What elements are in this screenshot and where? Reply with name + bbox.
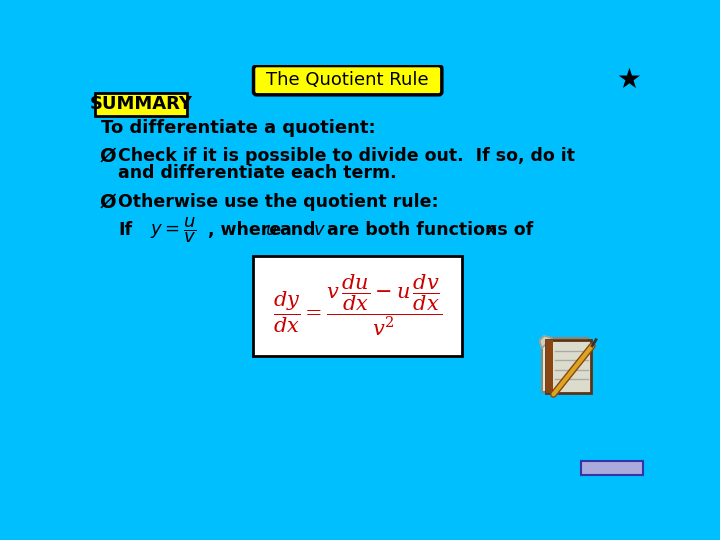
Polygon shape xyxy=(539,336,552,348)
FancyBboxPatch shape xyxy=(253,65,442,95)
Text: and differentiate each term.: and differentiate each term. xyxy=(118,164,397,181)
FancyBboxPatch shape xyxy=(542,338,588,392)
FancyBboxPatch shape xyxy=(94,92,187,116)
Bar xyxy=(253,256,462,356)
Text: To differentiate a quotient:: To differentiate a quotient: xyxy=(101,119,375,137)
Text: are both functions of: are both functions of xyxy=(327,221,534,239)
Text: If: If xyxy=(118,221,132,239)
Text: $\dfrac{dy}{dx} = \dfrac{v\,\dfrac{du}{dx} - u\,\dfrac{dv}{dx}}{v^2}$: $\dfrac{dy}{dx} = \dfrac{v\,\dfrac{du}{d… xyxy=(273,273,442,339)
Bar xyxy=(581,461,644,475)
Text: , where: , where xyxy=(208,221,281,239)
Text: ►: ► xyxy=(608,463,617,476)
Bar xyxy=(546,340,554,393)
Text: ◄: ◄ xyxy=(590,463,600,476)
Text: and: and xyxy=(279,221,315,239)
Text: $v$: $v$ xyxy=(313,221,326,239)
Text: $u$: $u$ xyxy=(265,221,278,239)
Text: SUMMARY: SUMMARY xyxy=(89,95,192,113)
Text: Ø: Ø xyxy=(99,146,116,165)
Text: $x$: $x$ xyxy=(485,221,498,239)
Text: The Quotient Rule: The Quotient Rule xyxy=(266,71,429,89)
Text: Ø: Ø xyxy=(99,192,116,211)
Bar xyxy=(534,330,616,408)
Text: Otherwise use the quotient rule:: Otherwise use the quotient rule: xyxy=(118,193,438,211)
Bar xyxy=(546,340,590,393)
Text: Check if it is possible to divide out.  If so, do it: Check if it is possible to divide out. I… xyxy=(118,147,575,165)
Text: ★: ★ xyxy=(616,66,641,94)
Text: ⊡: ⊡ xyxy=(627,463,638,476)
Text: $y = \dfrac{u}{v}$: $y = \dfrac{u}{v}$ xyxy=(150,215,197,245)
